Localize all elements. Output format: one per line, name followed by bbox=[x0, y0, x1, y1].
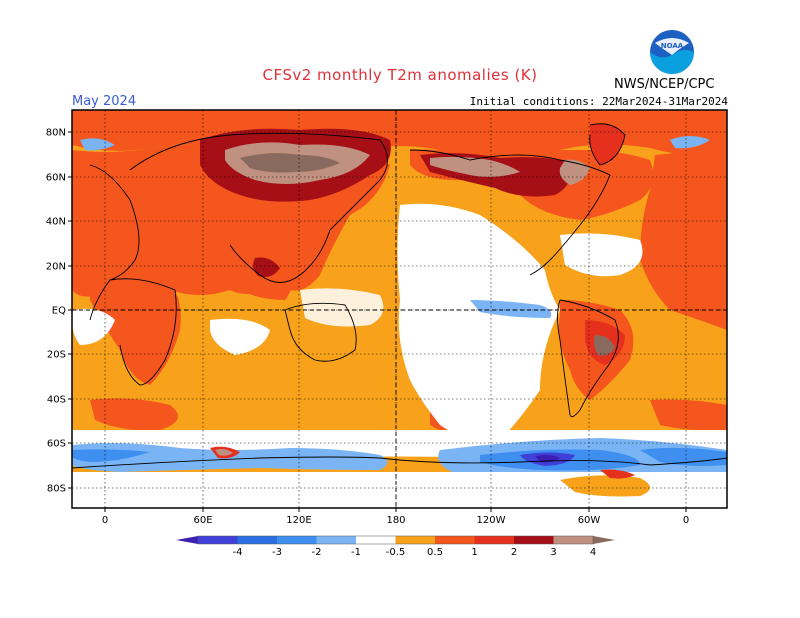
legend-swatch bbox=[435, 536, 475, 544]
agency-label: NWS/NCEP/CPC bbox=[614, 77, 715, 92]
lat-label: 20N bbox=[46, 262, 66, 273]
legend-arrow-high bbox=[593, 536, 615, 544]
legend-label: -3 bbox=[272, 547, 282, 558]
lon-label: 120W bbox=[477, 515, 506, 526]
lon-label: 120E bbox=[286, 515, 311, 526]
lat-label: 80S bbox=[47, 484, 66, 495]
legend-swatch bbox=[553, 536, 593, 544]
lon-label: 0 bbox=[102, 515, 108, 526]
lon-label: 60E bbox=[193, 515, 212, 526]
legend-swatch bbox=[198, 536, 238, 544]
lat-label: EQ bbox=[52, 306, 66, 317]
legend-label: -1 bbox=[351, 547, 361, 558]
legend-label: -2 bbox=[312, 547, 322, 558]
forecast-period: May 2024 bbox=[72, 94, 137, 109]
lat-label: 40S bbox=[47, 395, 66, 406]
legend-swatch bbox=[277, 536, 317, 544]
legend-label: 0.5 bbox=[427, 547, 443, 558]
lat-label: 80N bbox=[46, 128, 66, 139]
legend-swatch bbox=[514, 536, 554, 544]
legend-frame bbox=[197, 535, 594, 545]
longitude-labels: 0 60E 120E 180 120W 60W 0 bbox=[102, 508, 689, 526]
lat-label: 20S bbox=[47, 350, 66, 361]
lon-label: 180 bbox=[386, 515, 405, 526]
anomaly-field bbox=[72, 110, 727, 508]
legend-swatch bbox=[316, 536, 356, 544]
legend-swatch bbox=[356, 536, 396, 544]
lon-label: 0 bbox=[683, 515, 689, 526]
legend-label: 2 bbox=[511, 547, 517, 558]
legend-labels: -4 -3 -2 -1 -0.5 0.5 1 2 3 4 bbox=[233, 547, 597, 558]
legend-label: 1 bbox=[471, 547, 477, 558]
lat-label: 40N bbox=[46, 217, 66, 228]
coastlines bbox=[72, 123, 727, 469]
legend-colorbar bbox=[176, 535, 615, 545]
legend-label: -0.5 bbox=[386, 547, 406, 558]
logo-text: NOAA bbox=[661, 42, 684, 50]
lat-label: 60N bbox=[46, 173, 66, 184]
legend-swatch bbox=[395, 536, 435, 544]
noaa-logo-icon: NOAA bbox=[650, 30, 694, 74]
initial-conditions: Initial conditions: 22Mar2024-31Mar2024 bbox=[469, 95, 728, 108]
latitude-labels: 80N 60N 40N 20N EQ 20S 40S 60S 80S bbox=[46, 128, 72, 495]
legend-swatch bbox=[237, 536, 277, 544]
legend-arrow-low bbox=[176, 536, 198, 544]
lon-label: 60W bbox=[578, 515, 601, 526]
legend-label: -4 bbox=[233, 547, 243, 558]
lat-label: 60S bbox=[47, 439, 66, 450]
legend-label: 3 bbox=[550, 547, 556, 558]
map-title: CFSv2 monthly T2m anomalies (K) bbox=[262, 66, 538, 84]
legend-label: 4 bbox=[590, 547, 596, 558]
legend-swatch bbox=[474, 536, 514, 544]
gridlines bbox=[72, 110, 727, 508]
map-frame bbox=[71, 109, 728, 509]
equator-and-dateline bbox=[72, 110, 727, 508]
